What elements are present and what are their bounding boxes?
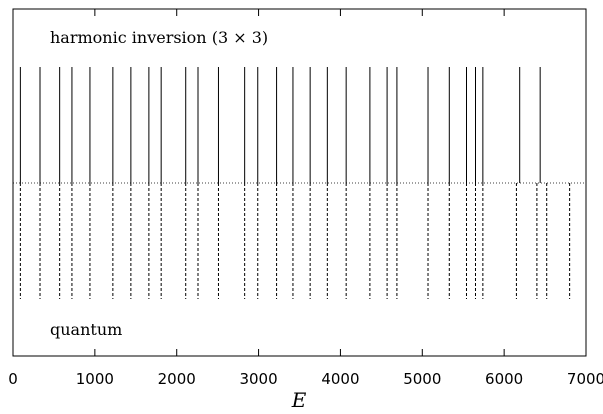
x-tick-label-3: 3000 [239,370,277,388]
x-tick-label-2: 2000 [158,370,196,388]
top-panel-label: harmonic inversion (3 × 3) [50,28,268,47]
x-tick-label-0: 0 [8,370,18,388]
bottom-panel-label: quantum [50,320,122,339]
x-tick-label-7: 7000 [567,370,603,388]
x-axis: 0 1000 2000 3000 4000 5000 6000 7000 [8,9,603,388]
x-tick-label-5: 5000 [403,370,441,388]
quantum-series [19,183,571,299]
x-tick-label-4: 4000 [321,370,359,388]
x-tick-label-6: 6000 [485,370,523,388]
plot-frame [12,8,587,357]
harmonic-inversion-series [19,67,541,183]
x-axis-title: E [291,388,307,412]
x-tick-label-1: 1000 [76,370,114,388]
